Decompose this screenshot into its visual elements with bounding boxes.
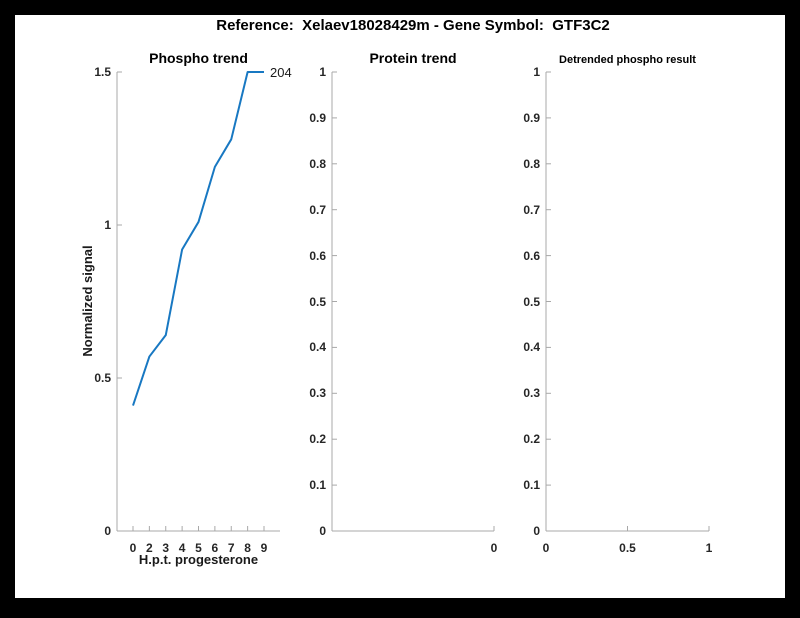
- detrended-phospho-title: Detrended phospho result: [559, 54, 696, 66]
- y-tick-label: 0.7: [523, 202, 540, 217]
- x-tick-label: 0: [129, 541, 137, 555]
- x-tick-label: 0: [490, 541, 498, 555]
- y-tick-label: 1.5: [94, 65, 111, 79]
- x-axis-label: H.p.t. progesterone: [138, 552, 259, 567]
- y-tick-label: 0.7: [309, 202, 326, 217]
- y-tick-label: 0: [104, 524, 111, 538]
- figure-background: [15, 15, 785, 598]
- x-tick-label: 2: [146, 541, 153, 555]
- y-tick-label: 0: [533, 524, 540, 538]
- y-axis-label: Normalized signal: [80, 245, 95, 357]
- x-tick-label: 0.5: [619, 541, 636, 555]
- y-tick-label: 0.9: [523, 110, 540, 125]
- y-tick-label: 1: [104, 218, 111, 232]
- y-tick-label: 0.3: [309, 386, 326, 401]
- x-tick-label: 9: [260, 541, 268, 555]
- x-tick-label: 4: [178, 541, 186, 555]
- x-tick-label: 1: [705, 541, 713, 555]
- x-tick-label: 0: [542, 541, 550, 555]
- y-tick-label: 0.2: [309, 432, 326, 447]
- y-tick-label: 0.5: [309, 294, 326, 309]
- y-tick-label: 0.1: [523, 478, 540, 493]
- y-tick-label: 0.4: [309, 340, 326, 355]
- y-tick-label: 0.6: [523, 248, 540, 263]
- figure-title: Reference: Xelaev18028429m - Gene Symbol…: [216, 17, 610, 34]
- y-tick-label: 0.8: [523, 156, 540, 171]
- y-tick-label: 1: [319, 65, 326, 79]
- y-tick-label: 0.3: [523, 386, 540, 401]
- protein-trend-title: Protein trend: [369, 50, 457, 66]
- y-tick-label: 0.2: [523, 432, 540, 447]
- y-tick-label: 0.4: [523, 340, 540, 355]
- x-tick-label: 6: [211, 541, 219, 555]
- x-tick-label: 7: [227, 541, 235, 555]
- trend-line: [132, 71, 264, 406]
- y-tick-label: 0.8: [309, 156, 326, 171]
- y-tick-label: 0.5: [94, 371, 111, 385]
- x-tick-label: 3: [162, 541, 170, 555]
- y-tick-label: 0.6: [309, 248, 326, 263]
- y-tick-label: 1: [533, 65, 540, 79]
- x-tick-label: 8: [244, 541, 251, 555]
- x-tick-label: 5: [195, 541, 202, 555]
- series-end-label: 204: [270, 65, 292, 80]
- y-tick-label: 0.9: [309, 110, 326, 125]
- y-tick-label: 0.5: [523, 294, 540, 309]
- phospho-trend-title: Phospho trend: [149, 50, 248, 66]
- y-tick-label: 0.1: [309, 478, 326, 493]
- y-tick-label: 0: [319, 524, 326, 538]
